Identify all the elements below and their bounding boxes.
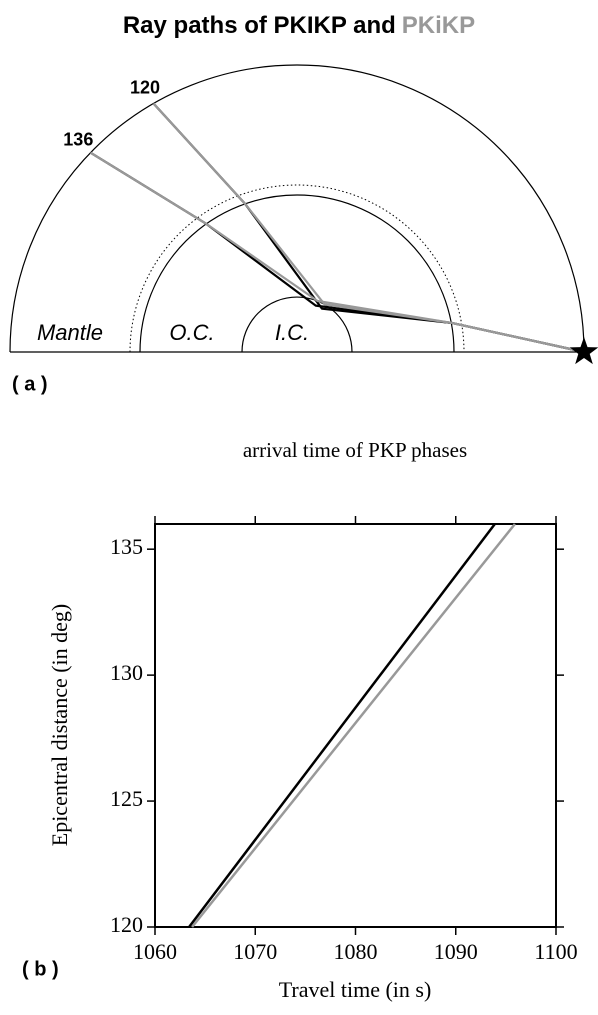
chart-title: arrival time of PKP phases — [243, 438, 467, 462]
source-star — [569, 337, 598, 365]
title-part: PKiKP — [402, 12, 475, 39]
region-label: Mantle — [37, 320, 103, 345]
region-label: I.C. — [275, 320, 309, 345]
x-tick-label: 1070 — [233, 939, 277, 964]
x-tick-label: 1080 — [334, 939, 378, 964]
title-part: Ray paths of PKIKP and — [123, 12, 396, 39]
series-line — [188, 523, 496, 928]
y-tick-label: 120 — [110, 912, 143, 937]
inner-core — [241, 296, 353, 353]
x-tick-label: 1090 — [434, 939, 478, 964]
earth-surface — [9, 64, 585, 353]
plot-frame — [154, 523, 557, 928]
panel-label: ( b ) — [22, 958, 59, 980]
y-tick-label: 135 — [110, 534, 143, 559]
x-tick-label: 1100 — [534, 939, 577, 964]
ray-path — [89, 151, 585, 354]
y-tick-label: 125 — [110, 786, 143, 811]
x-tick-label: 1060 — [133, 939, 177, 964]
distance-label: 136 — [63, 130, 93, 150]
x-axis-label: Travel time (in s) — [279, 977, 432, 1002]
distance-label: 120 — [130, 77, 160, 97]
outer-core — [139, 194, 455, 353]
ray-path — [152, 102, 585, 354]
series-line — [191, 523, 516, 928]
d-double-prime — [129, 184, 465, 353]
ray-path — [89, 151, 585, 354]
ray-title: Ray paths of PKIKP and PKiKP — [123, 12, 475, 39]
region-label: O.C. — [169, 320, 214, 345]
y-axis-label: Epicentral distance (in deg) — [47, 604, 72, 847]
panel-label: ( a ) — [12, 373, 48, 395]
y-tick-label: 130 — [110, 660, 143, 685]
